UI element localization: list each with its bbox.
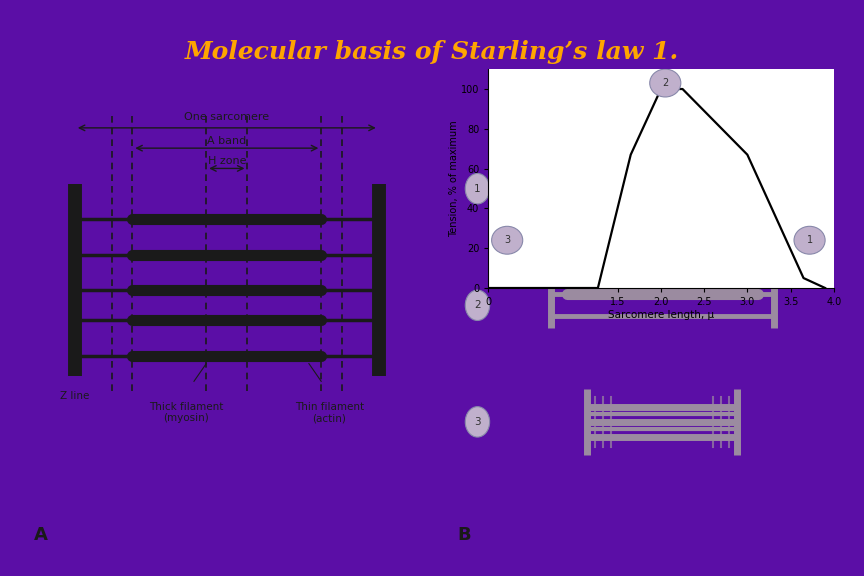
Circle shape — [466, 173, 490, 204]
Text: 1: 1 — [806, 235, 813, 245]
Circle shape — [466, 407, 490, 437]
Circle shape — [466, 290, 490, 320]
Text: One sarcomere: One sarcomere — [184, 112, 270, 122]
Text: A band: A band — [207, 135, 246, 146]
Text: 3: 3 — [504, 235, 511, 245]
X-axis label: Sarcomere length, μ: Sarcomere length, μ — [608, 310, 714, 320]
Text: A: A — [34, 525, 48, 544]
Ellipse shape — [492, 226, 523, 254]
Text: B: B — [457, 525, 471, 544]
Text: Molecular basis of Starling’s law 1.: Molecular basis of Starling’s law 1. — [185, 40, 679, 65]
Text: Thin filament
(actin): Thin filament (actin) — [295, 401, 364, 423]
Text: 3: 3 — [474, 417, 480, 427]
Text: H zone: H zone — [207, 156, 246, 166]
Ellipse shape — [794, 226, 825, 254]
Text: 1: 1 — [474, 184, 480, 194]
Text: Thick filament
(myosin): Thick filament (myosin) — [149, 401, 223, 423]
Text: 2: 2 — [474, 300, 480, 310]
Ellipse shape — [650, 69, 681, 97]
Text: Z line: Z line — [60, 392, 90, 401]
Y-axis label: Tension, % of maximum: Tension, % of maximum — [449, 120, 460, 237]
Text: 2: 2 — [662, 78, 669, 88]
